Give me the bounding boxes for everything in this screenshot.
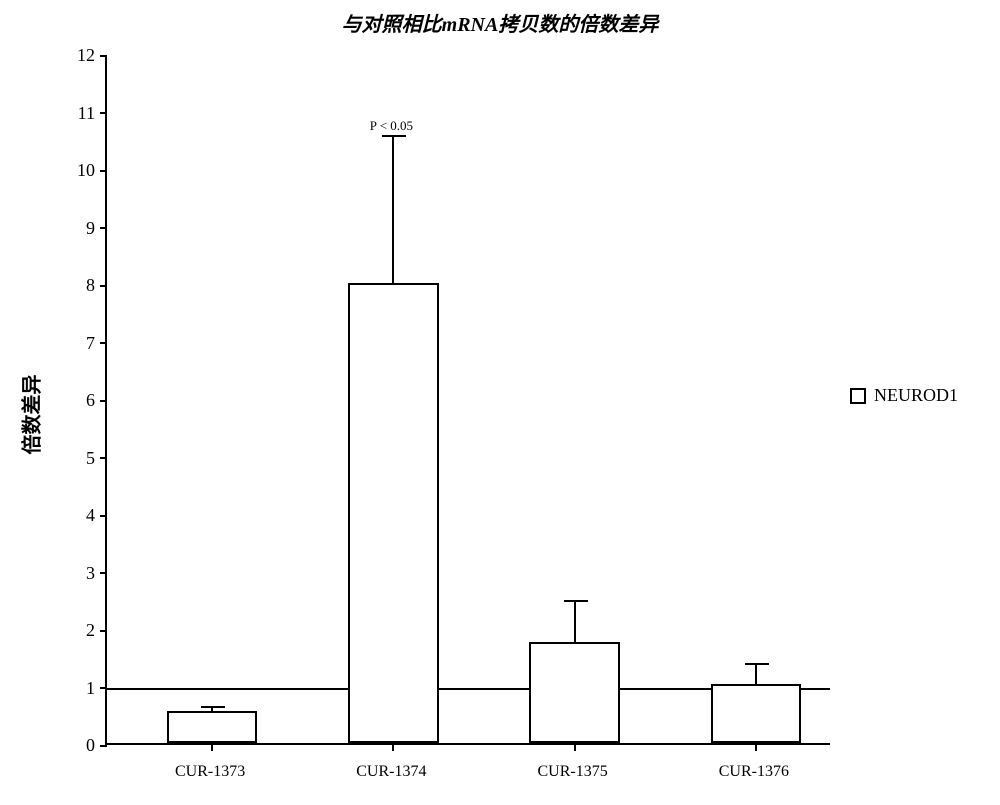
y-axis-label: 倍数差异 — [16, 375, 45, 455]
y-tick-label: 4 — [86, 505, 95, 526]
x-tick-mark — [574, 743, 576, 751]
y-tick-mark — [100, 170, 107, 172]
bar — [711, 684, 802, 743]
error-bar — [211, 707, 213, 712]
bar — [167, 711, 258, 743]
y-tick-label: 10 — [77, 160, 95, 181]
x-tick-mark — [392, 743, 394, 751]
error-bar — [755, 664, 757, 684]
y-tick-mark — [100, 745, 107, 747]
y-tick-label: 6 — [86, 390, 95, 411]
legend-label: NEUROD1 — [874, 385, 958, 406]
y-tick-label: 5 — [86, 448, 95, 469]
error-bar-cap — [382, 135, 406, 137]
annotation: P < 0.05 — [370, 118, 413, 134]
y-tick-mark — [100, 400, 107, 402]
y-tick-label: 1 — [86, 678, 95, 699]
error-bar — [392, 136, 394, 283]
y-tick-mark — [100, 687, 107, 689]
x-tick-label: CUR-1374 — [356, 763, 426, 781]
y-tick-mark — [100, 515, 107, 517]
x-tick-label: CUR-1375 — [538, 763, 608, 781]
y-tick-label: 12 — [77, 45, 95, 66]
error-bar-cap — [564, 600, 588, 602]
y-tick-mark — [100, 630, 107, 632]
y-tick-label: 0 — [86, 735, 95, 756]
chart-title: 与对照相比mRNA拷贝数的倍数差异 — [0, 8, 1000, 37]
legend-marker-icon — [850, 388, 866, 404]
y-tick-mark — [100, 112, 107, 114]
y-tick-mark — [100, 55, 107, 57]
y-tick-label: 2 — [86, 620, 95, 641]
y-tick-mark — [100, 285, 107, 287]
x-tick-mark — [755, 743, 757, 751]
y-tick-mark — [100, 342, 107, 344]
error-bar-cap — [201, 706, 225, 708]
y-tick-label: 7 — [86, 333, 95, 354]
bar — [348, 283, 439, 743]
error-bar — [574, 601, 576, 642]
x-tick-mark — [211, 743, 213, 751]
y-tick-mark — [100, 457, 107, 459]
x-tick-label: CUR-1373 — [175, 763, 245, 781]
legend: NEUROD1 — [850, 385, 958, 406]
y-tick-label: 9 — [86, 218, 95, 239]
chart-container: 与对照相比mRNA拷贝数的倍数差异 倍数差异 0123456789101112 … — [0, 0, 1000, 805]
y-tick-label: 3 — [86, 563, 95, 584]
y-tick-mark — [100, 572, 107, 574]
y-tick-label: 11 — [78, 103, 95, 124]
y-tick-mark — [100, 227, 107, 229]
bar — [529, 642, 620, 743]
plot-area: 0123456789101112 — [105, 55, 830, 745]
x-tick-label: CUR-1376 — [719, 763, 789, 781]
y-tick-label: 8 — [86, 275, 95, 296]
error-bar-cap — [745, 663, 769, 665]
